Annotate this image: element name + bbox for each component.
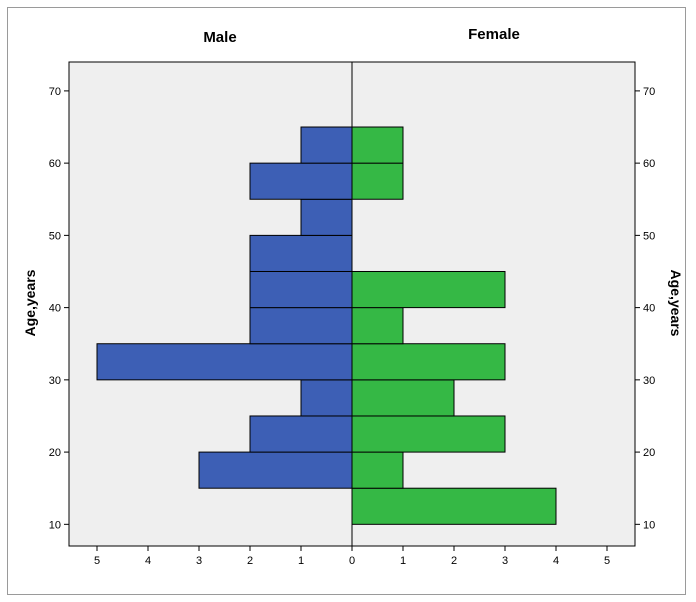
y-tick-label-left-60: 60 (49, 158, 61, 170)
bar-female-25-30 (351, 379, 455, 417)
x-tick-label-right-5: 5 (604, 555, 610, 567)
y-tick-label-left-10: 10 (49, 519, 61, 531)
y-tick-label-left-30: 30 (49, 375, 61, 387)
bar-male-40-45 (249, 270, 353, 309)
x-tick-label-left-1: 1 (298, 555, 304, 567)
bar-female-30-35 (351, 343, 506, 381)
bar-male-50-55 (300, 198, 353, 236)
y-tick-label-right-60: 60 (643, 158, 655, 170)
bar-male-35-40 (249, 307, 353, 345)
y-tick-label-right-50: 50 (643, 230, 655, 242)
y-tick-label-right-20: 20 (643, 447, 655, 459)
x-tick-label-left-3: 3 (196, 555, 202, 567)
bar-female-35-40 (351, 307, 404, 345)
bar-male-30-35 (96, 343, 353, 381)
y-tick-label-left-20: 20 (49, 447, 61, 459)
bar-male-60-65 (300, 126, 353, 164)
x-tick-label-right-3: 3 (502, 555, 508, 567)
x-tick-label-right-4: 4 (553, 555, 559, 567)
bar-female-60-65 (351, 126, 404, 164)
bar-male-45-50 (249, 234, 353, 272)
y-tick-label-right-30: 30 (643, 375, 655, 387)
x-tick-label-left-2: 2 (247, 555, 253, 567)
panel-title-male: Male (203, 29, 236, 46)
bar-female-55-60 (351, 162, 404, 200)
x-tick-label-right-2: 2 (451, 555, 457, 567)
y-tick-label-left-50: 50 (49, 230, 61, 242)
bar-male-15-20 (198, 451, 353, 489)
y-tick-label-right-10: 10 (643, 519, 655, 531)
x-tick-label-right-1: 1 (400, 555, 406, 567)
x-tick-label-left-0: 0 (349, 555, 355, 567)
y-axis-title-left: Age,years (22, 269, 38, 336)
bar-female-10-15 (351, 487, 557, 525)
bar-female-15-20 (351, 451, 404, 489)
x-tick-label-left-5: 5 (94, 555, 100, 567)
bar-female-40-45 (351, 270, 506, 309)
y-tick-label-right-40: 40 (643, 303, 655, 315)
panel-title-female: Female (468, 26, 520, 43)
y-tick-label-left-70: 70 (49, 86, 61, 98)
x-tick-label-left-4: 4 (145, 555, 151, 567)
bar-male-20-25 (249, 415, 353, 453)
bar-female-20-25 (351, 415, 506, 453)
y-axis-title-right: Age,years (668, 270, 684, 337)
y-tick-label-right-70: 70 (643, 86, 655, 98)
bar-male-55-60 (249, 162, 353, 200)
y-tick-label-left-40: 40 (49, 303, 61, 315)
bar-male-25-30 (300, 379, 353, 417)
